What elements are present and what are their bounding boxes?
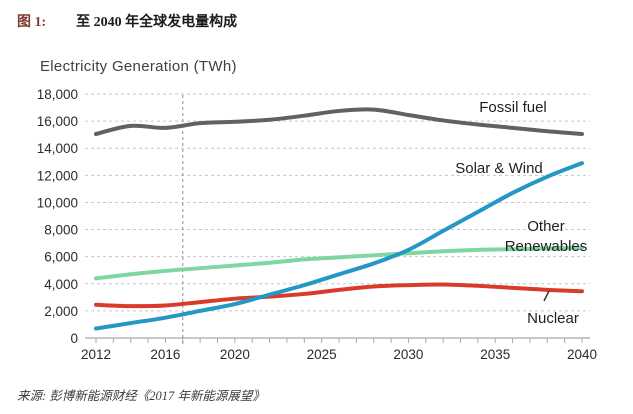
figure-header: 图 1: 至 2040 年全球发电量构成 bbox=[17, 11, 237, 31]
series-line-nuclear bbox=[94, 282, 584, 309]
series-annotations: Fossil fuel Solar & Wind Other Renewable… bbox=[455, 99, 587, 327]
x-tick-label-2020: 2020 bbox=[220, 347, 250, 362]
label-other-renewables-line2: Renewables bbox=[505, 238, 588, 255]
y-tick-label-18000: 18,000 bbox=[37, 87, 78, 102]
figure-title: 至 2040 年全球发电量构成 bbox=[76, 15, 238, 30]
x-tick-label-2012: 2012 bbox=[81, 347, 111, 362]
x-tick-label-2035: 2035 bbox=[480, 347, 510, 362]
label-other-renewables-line1: Other bbox=[527, 218, 565, 235]
y-tick-label-0: 0 bbox=[70, 331, 78, 346]
y-tick-label-6000: 6,000 bbox=[44, 250, 78, 265]
series-line-other-renewables bbox=[94, 245, 584, 281]
gridlines bbox=[85, 93, 590, 312]
y-axis-tick-labels: 0 2,000 4,000 6,000 8,000 10,000 12,000 14,000 1… bbox=[37, 87, 78, 346]
label-fossil-fuel: Fossil fuel bbox=[479, 99, 547, 116]
series-lines bbox=[94, 107, 584, 331]
y-tick-label-8000: 8,000 bbox=[44, 223, 78, 238]
y-tick-label-4000: 4,000 bbox=[44, 277, 78, 292]
x-tick-label-2030: 2030 bbox=[393, 347, 423, 362]
nuclear-leader-tick bbox=[543, 290, 550, 302]
y-tick-label-10000: 10,000 bbox=[37, 195, 78, 210]
x-tick-label-2016: 2016 bbox=[150, 347, 180, 362]
label-nuclear: Nuclear bbox=[527, 310, 579, 327]
x-tick-label-2040: 2040 bbox=[567, 347, 597, 362]
chart-axis-title: Electricity Generation (TWh) bbox=[40, 58, 237, 75]
x-axis-tick-labels: 2012 2016 2020 2025 2030 2035 2040 bbox=[81, 347, 597, 362]
y-tick-label-14000: 14,000 bbox=[37, 141, 78, 156]
y-tick-label-2000: 2,000 bbox=[44, 304, 78, 319]
figure-number-label: 图 1: bbox=[17, 15, 47, 30]
label-solar-wind: Solar & Wind bbox=[455, 160, 543, 177]
source-note: 来源: 彭博新能源财经《2017 年新能源展望》 bbox=[17, 389, 265, 403]
x-tick-label-2025: 2025 bbox=[307, 347, 337, 362]
y-tick-label-12000: 12,000 bbox=[37, 168, 78, 183]
x-axis bbox=[85, 337, 590, 343]
series-line-fossil-fuel bbox=[94, 107, 584, 136]
y-tick-label-16000: 16,000 bbox=[37, 114, 78, 129]
series-line-solar-wind bbox=[94, 161, 584, 331]
